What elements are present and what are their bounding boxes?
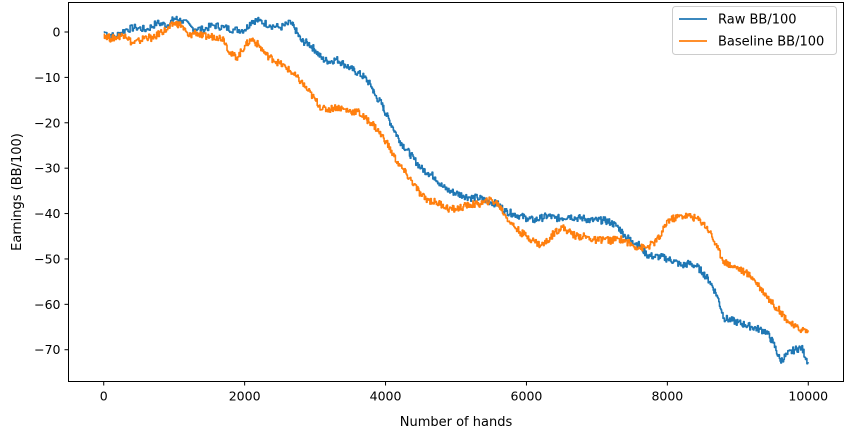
legend-box [672, 6, 837, 55]
y-tick-label: −70 [34, 342, 60, 357]
x-axis-label: Number of hands [400, 415, 513, 430]
x-tick-label: 2000 [229, 389, 261, 404]
x-tick-label: 6000 [511, 389, 543, 404]
y-axis: 0 −10 −20 −30 −40 −50 −60 −70 [34, 25, 69, 357]
series-layer [103, 15, 810, 365]
plot-frame [68, 2, 844, 382]
y-tick-label: −50 [34, 251, 60, 266]
y-tick-label: −30 [34, 161, 60, 176]
y-axis-label: Earnings (BB/100) [10, 133, 25, 251]
x-tick-label: 8000 [651, 389, 683, 404]
x-tick-label: 10000 [788, 389, 828, 404]
y-tick-label: −40 [34, 206, 60, 221]
x-tick-label: 0 [100, 389, 108, 404]
legend-label-raw: Raw BB/100 [718, 13, 797, 28]
legend-label-baseline: Baseline BB/100 [718, 35, 824, 50]
y-tick-label: −10 [34, 70, 60, 85]
y-tick-label: 0 [53, 25, 61, 40]
series-line-raw [103, 15, 810, 365]
y-tick-label: −60 [34, 297, 60, 312]
series-line-baseline [103, 20, 810, 334]
x-axis: 0 2000 4000 6000 8000 10000 [100, 381, 828, 404]
x-tick-label: 4000 [370, 389, 402, 404]
y-tick-label: −20 [34, 115, 60, 130]
legend: Raw BB/100 Baseline BB/100 [672, 6, 837, 55]
